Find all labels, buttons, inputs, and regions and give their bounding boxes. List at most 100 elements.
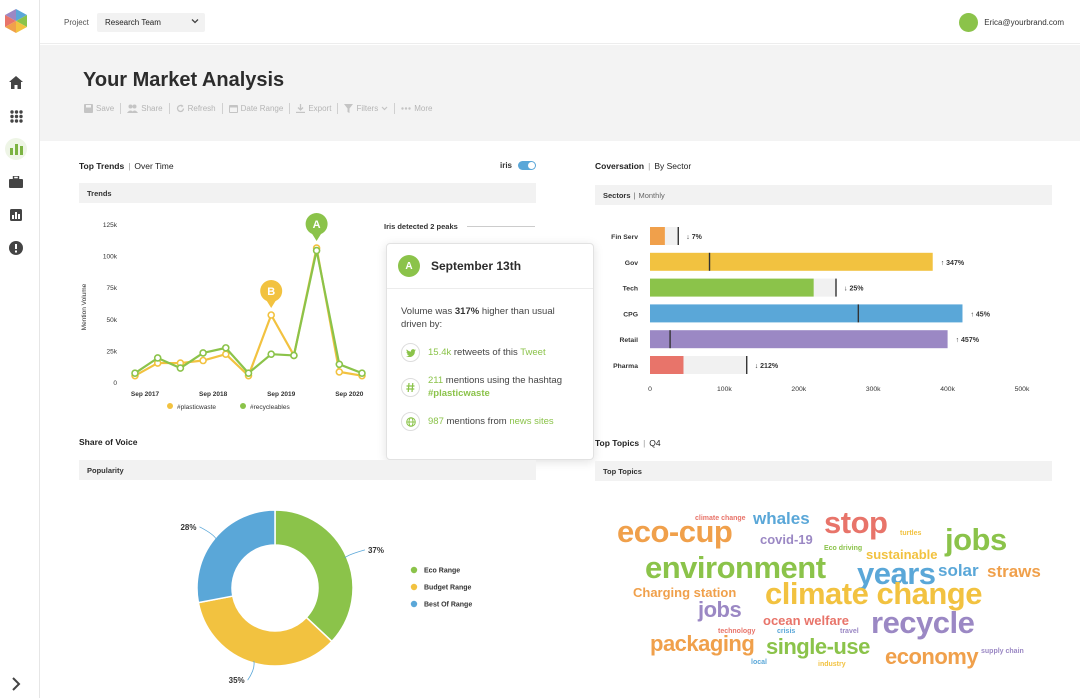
popularity-donut-chart: 37% 35% 28% Eco Range Budget Range Best Of Ra… <box>180 509 472 685</box>
data-point <box>153 354 162 362</box>
sector-change-label: ↑ 45% <box>970 311 990 318</box>
twitter-icon <box>401 343 420 362</box>
sector-label: Pharma <box>613 363 638 370</box>
donut-slice <box>196 509 276 604</box>
topic-word[interactable]: local <box>751 659 767 666</box>
topic-word[interactable]: covid-19 <box>760 532 813 547</box>
expand-sidebar-icon[interactable] <box>8 676 24 692</box>
news-sites-link[interactable]: news sites <box>509 416 554 427</box>
news-count: 987 <box>428 416 444 427</box>
export-icon <box>296 104 306 113</box>
iris-toggle-switch[interactable] <box>518 161 537 170</box>
popup-row-text: 15.4k retweets of this Tweet <box>428 346 546 359</box>
bar-chart-icon[interactable] <box>5 138 27 160</box>
sector-bar <box>650 330 948 349</box>
topic-word[interactable]: turtles <box>900 530 922 537</box>
donut-leader-line <box>247 660 255 681</box>
series-line <box>134 249 363 375</box>
topic-word[interactable]: stop <box>824 505 888 540</box>
project-select[interactable]: Research Team <box>97 13 205 32</box>
popup-peak-badge: A <box>398 255 420 277</box>
topic-word[interactable]: recycle <box>871 605 975 640</box>
topic-word[interactable]: economy <box>885 644 979 669</box>
export-label: Export <box>308 104 332 113</box>
sectors-bar-chart: Fin Serv ↓ 7% Gov ↑ 347% Tech ↓ 25% CPG ↑ 45% Re… <box>611 227 1030 393</box>
data-point <box>199 356 207 365</box>
topic-word[interactable]: years <box>857 556 936 591</box>
topic-word[interactable]: sustainable <box>866 547 938 562</box>
export-button[interactable]: Export <box>290 104 337 113</box>
iris-label: iris <box>500 161 513 170</box>
topic-word[interactable]: environment <box>645 550 826 585</box>
date-range-button[interactable]: Date Range <box>223 104 290 113</box>
user-menu[interactable]: Erica@yourbrand.com <box>959 13 1064 32</box>
popup-desc-post: higher than usual driven by: <box>401 306 555 330</box>
share-of-voice-title: Share of Voice <box>79 437 137 447</box>
tweet-link[interactable]: Tweet <box>520 347 546 358</box>
panel-divider: | <box>633 191 636 200</box>
filter-icon <box>344 104 354 113</box>
refresh-button[interactable]: Refresh <box>170 104 222 113</box>
topic-word[interactable]: ocean welfare <box>763 613 849 628</box>
topic-word[interactable]: packaging <box>650 631 755 656</box>
trends-panel-header: Trends <box>79 183 536 203</box>
apps-grid-icon[interactable] <box>5 105 27 127</box>
share-label: Share <box>141 104 163 113</box>
save-label: Save <box>96 104 115 113</box>
topic-word[interactable]: crisis <box>777 628 796 635</box>
toolbar-divider <box>337 103 339 114</box>
share-button[interactable]: Share <box>121 104 168 113</box>
x-tick-label: Sep 2017 <box>131 391 160 398</box>
retweets-count: 15.4k <box>428 347 452 358</box>
sectors-panel-subtitle: Monthly <box>638 191 665 200</box>
data-point <box>244 369 253 377</box>
sector-bar <box>650 227 665 245</box>
topic-word[interactable]: travel <box>840 628 859 635</box>
topic-word[interactable]: jobs <box>945 522 1007 557</box>
sector-change-label: ↓ 7% <box>686 234 702 241</box>
title-divider: | <box>643 438 646 448</box>
topic-word[interactable]: straws <box>987 562 1041 581</box>
peak-marker-pointer <box>311 233 322 242</box>
refresh-icon <box>176 104 184 113</box>
logo-icon[interactable] <box>4 8 28 34</box>
sector-change-label: ↓ 212% <box>755 363 779 370</box>
topic-word[interactable]: supply chain <box>981 648 1024 655</box>
share-users-icon <box>127 104 139 113</box>
sector-bar <box>650 278 814 297</box>
x-tick-label: Sep 2019 <box>267 391 296 398</box>
top-topics-title: Top Topics | Q4 <box>595 438 661 448</box>
popup-row-news: 987 mentions from news sites <box>401 412 579 431</box>
topic-word[interactable]: technology <box>718 628 756 635</box>
topic-word[interactable]: climate change <box>765 576 982 611</box>
topic-word[interactable]: eco-cup <box>617 514 733 549</box>
top-bar: Project Research Team Erica@yourbrand.co… <box>40 0 1080 44</box>
topic-word[interactable]: single-use <box>766 634 870 659</box>
more-button[interactable]: More <box>395 104 438 113</box>
filters-button[interactable]: Filters <box>338 104 394 113</box>
legend-swatch <box>410 600 418 608</box>
hashtag-icon <box>401 377 420 397</box>
topic-word[interactable]: Eco driving <box>824 545 863 552</box>
retweets-text: retweets of this <box>451 347 521 358</box>
topic-word[interactable]: whales <box>753 509 810 528</box>
toolbar-divider <box>394 103 396 114</box>
trends-line-chart: 0 25k 50k 75k 100k 125k Mention Volume Sep 2017… <box>81 213 366 411</box>
report-icon[interactable] <box>5 204 27 226</box>
topic-word[interactable]: Charging station <box>633 585 737 600</box>
topic-word[interactable]: jobs <box>698 597 742 622</box>
hashtag-link[interactable]: #plasticwaste <box>428 388 490 399</box>
conversation-heading: Coversation <box>595 161 645 171</box>
iris-toggle[interactable]: iris <box>500 161 537 170</box>
alert-icon[interactable] <box>5 237 27 259</box>
topic-word[interactable]: industry <box>818 661 846 668</box>
save-button[interactable]: Save <box>84 104 120 113</box>
peak-detail-popup[interactable]: A September 13th Volume was 317% higher … <box>386 243 594 460</box>
topic-word[interactable]: climate change <box>695 515 746 522</box>
briefcase-icon[interactable] <box>5 171 27 193</box>
topic-word[interactable]: solar <box>938 561 979 580</box>
sector-change-label: ↑ 347% <box>941 260 965 267</box>
y-tick-label: 125k <box>103 222 118 229</box>
x-tick-label: Sep 2018 <box>199 391 228 398</box>
home-icon[interactable] <box>5 71 27 93</box>
